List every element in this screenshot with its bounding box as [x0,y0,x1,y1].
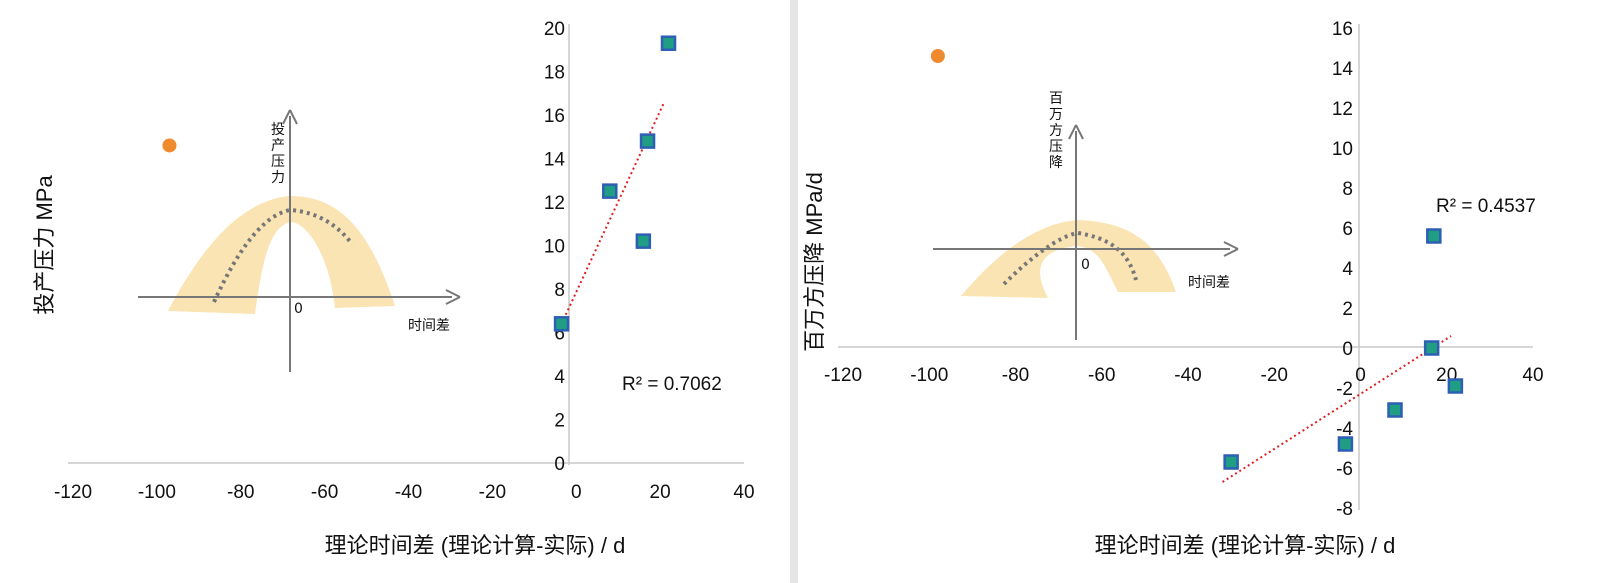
data-point [602,183,618,199]
x-tick-label: -60 [311,482,338,503]
inset-y-label: 百万方压降 [1049,91,1063,171]
y-tick-label: 8 [554,280,565,301]
y-tick-label: -2 [1336,379,1353,400]
x-tick-label: -100 [910,365,948,386]
inset-x-label: 时间差 [1188,275,1230,291]
data-point [639,133,656,149]
y-tick-label: 14 [1332,59,1354,80]
data-point [660,35,677,51]
r-squared-label: R² = 0.4537 [1436,196,1536,217]
y-tick-label: 20 [544,19,565,40]
x-tick-label: -40 [1174,365,1201,386]
inset-x-arrow [445,289,461,305]
x-tick-label: 40 [733,482,754,503]
chart-panel-left: 投产压力 时间差 0 0 2 4 6 8 10 12 14 16 18 20 -120 -100 -80 -60-… [0,0,790,583]
x-tick-label: -40 [395,482,422,503]
y-tick-label: 2 [554,411,565,432]
chart-panel-right: 百万方压降 时间差 0 -8 -6 -4 -2 0 2 4 6 8 10 12 14 16 -120 -100 -8… [798,0,1598,583]
data-point [1223,454,1239,470]
outlier-point [930,49,945,63]
r-squared-label: R² = 0.7062 [622,374,722,395]
y-tick-label: 0 [554,454,565,475]
data-point [1423,340,1440,356]
data-point [1426,228,1442,244]
y-tick-label: 6 [554,324,565,345]
x-tick-label: 0 [1355,365,1366,386]
inset-x-arrow [1223,241,1239,257]
x-tick-label: -20 [1261,365,1288,386]
x-tick-label: -60 [1088,365,1115,386]
x-axis-title: 理论时间差 (理论计算-实际) / d [325,533,626,558]
y-tick-label: -4 [1336,419,1353,440]
y-tick-label: -6 [1336,459,1353,480]
data-point [1387,402,1403,418]
x-tick-label: -20 [479,482,506,503]
y-tick-label: 12 [544,193,565,214]
y-tick-label: 2 [1342,299,1353,320]
data-point [635,233,652,249]
y-axis-title: 投产压力 MPa [32,175,57,315]
x-tick-label: 0 [571,482,582,503]
y-tick-label: 6 [1342,219,1353,240]
x-tick-label: -80 [1002,365,1029,386]
trendline [1221,335,1452,483]
y-tick-label: 4 [554,367,565,388]
x-axis-title: 理论时间差 (理论计算-实际) / d [1095,533,1396,558]
inset-curve [1002,230,1138,286]
y-tick-label: 14 [544,150,566,171]
trendline [560,101,666,325]
x-tick-label: -80 [227,482,254,503]
x-tick-label: 40 [1522,365,1543,386]
inset-origin-label: 0 [1081,257,1090,273]
inset-curve [212,207,354,303]
data-point [553,316,570,332]
data-point [1447,378,1464,394]
y-tick-label: 8 [1342,179,1353,200]
y-tick-label: 12 [1332,99,1353,120]
inset-y-arrow [282,109,298,125]
y-tick-label: -8 [1336,499,1353,520]
y-tick-label: 10 [544,237,565,258]
y-tick-label: 16 [544,106,565,127]
x-tick-label: -120 [824,365,862,386]
inset-band [961,220,1176,298]
inset-origin-label: 0 [294,301,303,317]
x-tick-label: 20 [650,482,671,503]
data-point [1337,436,1354,452]
inset-y-label: 投产压力 [271,122,285,186]
y-tick-label: 0 [1342,339,1353,360]
y-tick-label: 10 [1332,139,1353,160]
y-tick-label: 18 [544,63,565,84]
inset-y-arrow [1068,124,1084,140]
inset-x-label: 时间差 [408,318,450,334]
y-tick-label: 4 [1342,259,1353,280]
outlier-point [162,138,177,153]
x-tick-label: -100 [138,482,176,503]
inset-band [168,196,395,314]
y-axis-title: 百万方压降 MPa/d [802,172,827,352]
y-tick-label: 16 [1332,19,1353,40]
x-tick-label: -120 [54,482,92,503]
